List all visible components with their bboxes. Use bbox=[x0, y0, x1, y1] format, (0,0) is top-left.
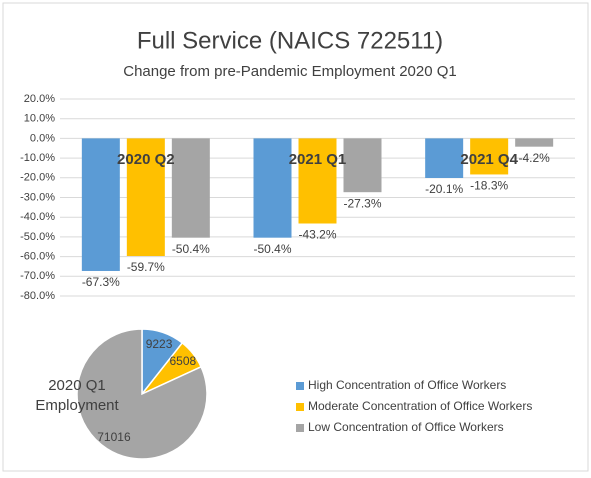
legend-swatch bbox=[296, 424, 304, 432]
y-tick-label: 10.0% bbox=[24, 113, 55, 125]
y-tick-label: -10.0% bbox=[20, 152, 55, 164]
bar bbox=[343, 138, 382, 193]
category-label: 2021 Q1 bbox=[289, 151, 347, 168]
pie-value-label: 71016 bbox=[97, 430, 131, 444]
y-tick-label: -20.0% bbox=[20, 172, 55, 184]
pie-value-label: 6508 bbox=[170, 354, 197, 368]
y-tick-label: -70.0% bbox=[20, 270, 55, 282]
bar bbox=[515, 138, 554, 147]
y-tick-label: -80.0% bbox=[20, 290, 55, 302]
legend-swatch bbox=[296, 382, 304, 390]
y-tick-label: -40.0% bbox=[20, 211, 55, 223]
data-label: -43.2% bbox=[298, 228, 336, 242]
data-label: -27.3% bbox=[343, 196, 381, 210]
data-label: -4.2% bbox=[518, 151, 550, 165]
y-tick-label: -60.0% bbox=[20, 251, 55, 263]
legend-swatch bbox=[296, 403, 304, 411]
data-label: -20.1% bbox=[425, 182, 463, 196]
pie-slice bbox=[76, 328, 208, 460]
bar bbox=[253, 138, 292, 238]
bar bbox=[171, 138, 210, 238]
y-tick-label: -50.0% bbox=[20, 231, 55, 243]
bar bbox=[298, 138, 337, 224]
data-label: -18.3% bbox=[470, 179, 508, 193]
legend-label: Moderate Concentration of Office Workers bbox=[308, 399, 532, 413]
legend-label: High Concentration of Office Workers bbox=[308, 378, 506, 392]
category-label: 2020 Q2 bbox=[117, 151, 175, 168]
bar bbox=[81, 138, 120, 271]
chart-title: Full Service (NAICS 722511) bbox=[137, 27, 443, 54]
bar bbox=[126, 138, 165, 257]
pie-title: 2020 Q1 Employment bbox=[35, 377, 119, 414]
data-label: -50.4% bbox=[172, 242, 210, 256]
y-tick-label: 20.0% bbox=[24, 93, 55, 105]
data-label: -59.7% bbox=[127, 260, 165, 274]
y-tick-label: 0.0% bbox=[30, 132, 55, 144]
y-tick-label: -30.0% bbox=[20, 191, 55, 203]
data-label: -67.3% bbox=[82, 275, 120, 289]
pie-value-label: 9223 bbox=[146, 337, 173, 351]
legend-label: Low Concentration of Office Workers bbox=[308, 420, 504, 434]
data-label: -50.4% bbox=[253, 242, 291, 256]
chart-subtitle: Change from pre-Pandemic Employment 2020… bbox=[123, 63, 457, 80]
bar bbox=[425, 138, 464, 178]
bar bbox=[470, 138, 509, 175]
category-label: 2021 Q4 bbox=[460, 151, 518, 168]
